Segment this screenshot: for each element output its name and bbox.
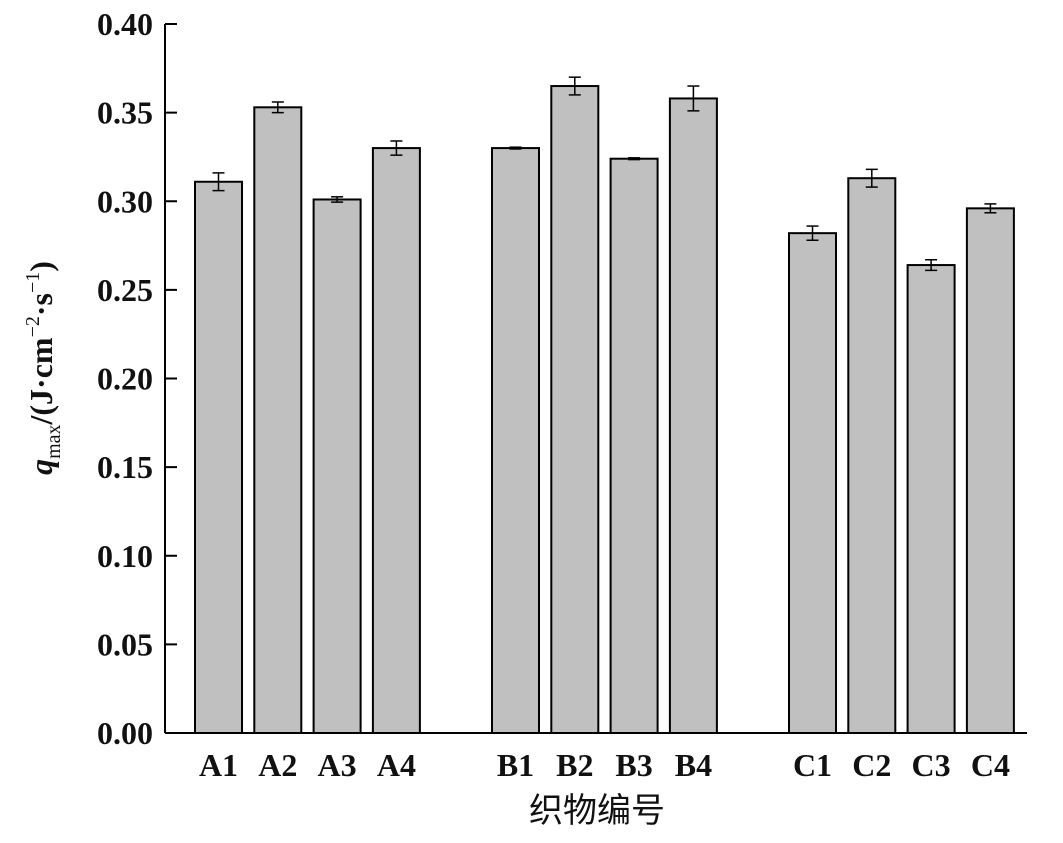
y-tick-label: 0.20 [97,361,153,397]
bar [965,207,1015,734]
bar [906,264,956,734]
x-tick-label: B1 [497,747,534,783]
x-tick-label: B4 [675,747,712,783]
x-tick-label: B2 [556,747,593,783]
x-tick-label: C3 [912,747,951,783]
y-axis-unit-exp1: −2 [22,316,44,337]
y-axis-symbol: q [23,459,59,475]
y-tick-label: 0.00 [97,715,153,751]
y-axis-unit-exp2: −1 [22,272,44,293]
bar [550,85,600,735]
x-ticks-layer: A1 A2 A3 A4 B1 B2 B3 B4 C1 C2 C3 C4 [199,747,1010,783]
bar [491,147,540,734]
error-bar [984,203,997,214]
bar [253,106,303,735]
y-tick-label: 0.40 [97,6,153,42]
y-tick-label: 0.15 [97,449,153,485]
x-tick-label: A2 [258,747,297,783]
bar [668,97,718,734]
error-bar [687,85,700,112]
y-tick-label: 0.30 [97,183,153,219]
x-tick-label: A4 [377,747,416,783]
x-tick-label: B3 [615,747,652,783]
x-tick-label: C1 [793,747,832,783]
y-axis-unit-prefix: /(J·cm [23,337,59,425]
y-axis-title: qmax/(J·cm−2·s−1) [22,261,65,475]
x-tick-label: A3 [318,747,357,783]
y-tick-label: 0.10 [97,538,153,574]
y-ticks-layer: 0.00 0.05 0.10 0.15 0.20 0.25 0.30 0.35 0.40 [97,6,177,751]
error-bar [865,168,878,188]
error-bar [509,146,522,150]
bar [609,157,659,734]
bar [312,198,362,735]
x-tick-label: A1 [199,747,238,783]
error-bars-layer [212,76,997,272]
y-axis-unit-suffix: ) [23,261,59,272]
bar [847,177,897,734]
error-bar [212,172,225,192]
error-bar [271,101,284,114]
x-tick-label: C2 [852,747,891,783]
error-bar [925,258,938,272]
error-bar [390,140,403,156]
error-bar [568,76,581,96]
x-tick-label: C4 [971,747,1010,783]
y-tick-label: 0.25 [97,272,153,308]
bar [788,232,837,734]
bar [371,147,421,734]
error-bar [331,196,344,203]
y-tick-label: 0.35 [97,95,153,131]
y-axis-unit-mid: ·s [23,293,59,316]
x-axis-title: 织物编号 [529,791,665,831]
error-bar [806,225,819,241]
bars-layer [194,85,1015,735]
y-tick-label: 0.05 [97,626,153,662]
bar [194,180,243,734]
error-bar [628,157,641,161]
y-axis-subscript: max [43,424,65,458]
